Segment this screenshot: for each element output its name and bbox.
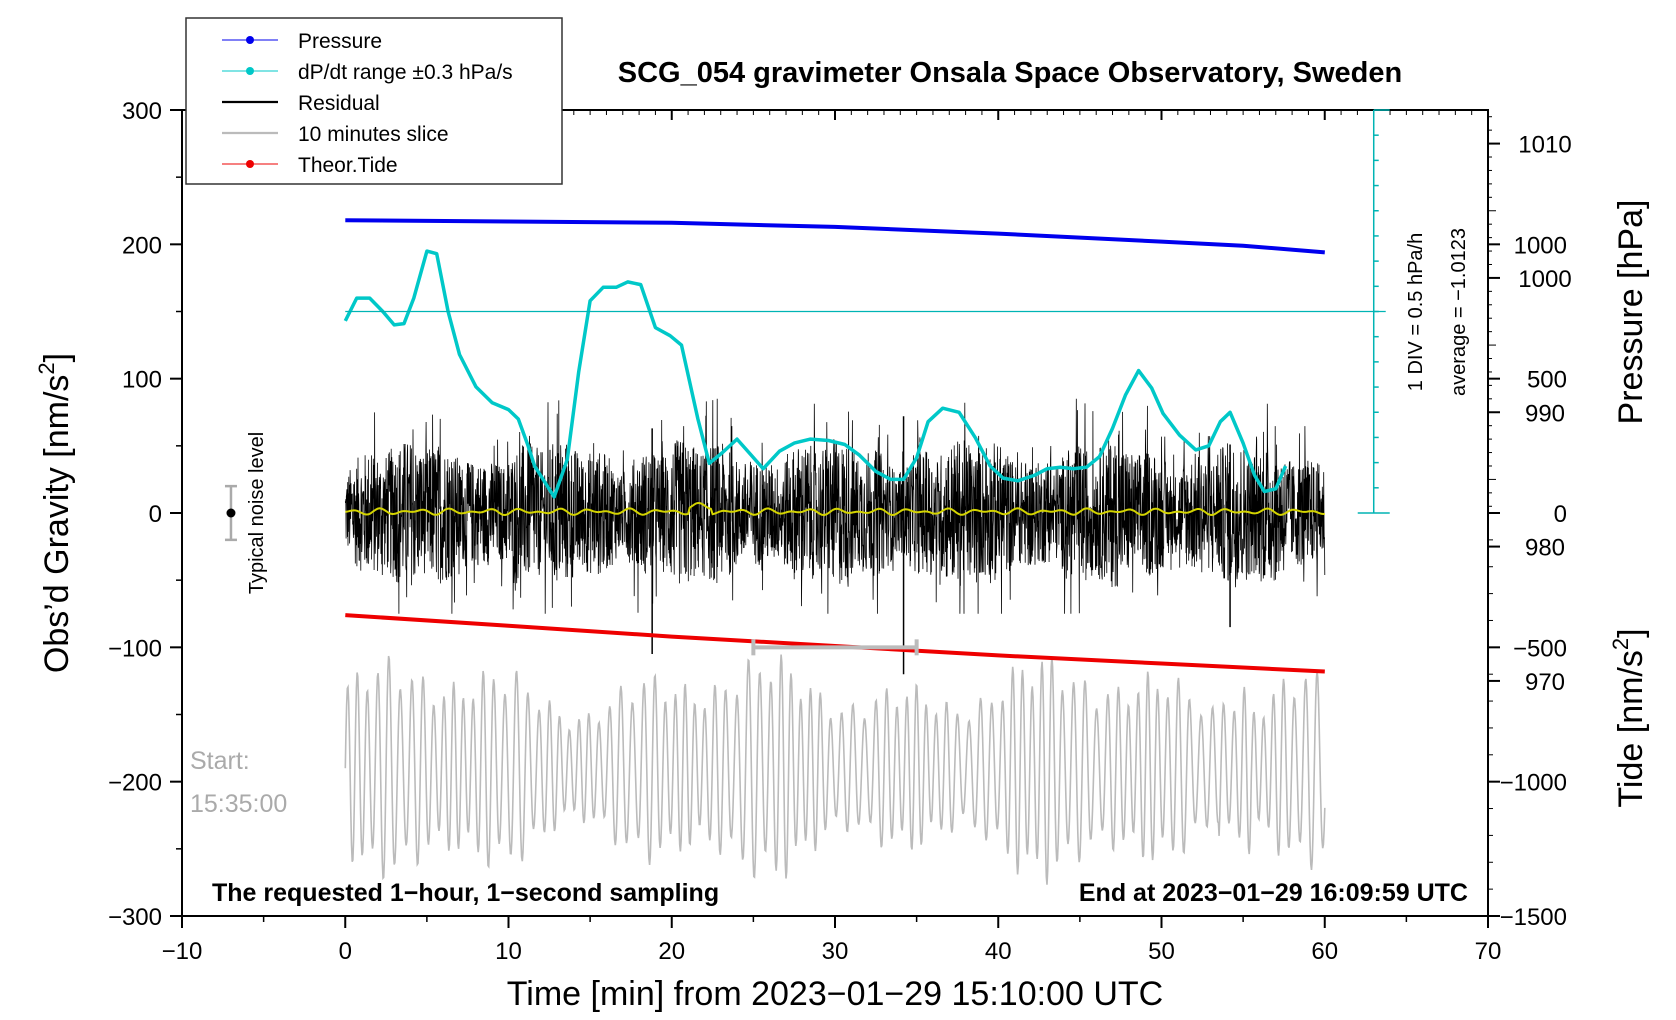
slice-layer: [344, 654, 1326, 885]
noise-level-dot: [226, 508, 236, 518]
tide-axis-title-sup: 2: [1608, 638, 1633, 650]
x-axis-title: Time [min] from 2023−01−29 15:10:00 UTC: [507, 975, 1163, 1013]
y-axis-title-left-sup: 2: [34, 362, 59, 374]
note-right: End at 2023−01−29 16:09:59 UTC: [1079, 879, 1468, 907]
slice-curve: [344, 654, 1326, 885]
start-label-line2: 15:35:00: [190, 790, 287, 818]
pressure-scale-avg-label: average = −1.0123: [1448, 228, 1470, 396]
pressure-tick-label: 1010: [1518, 132, 1571, 159]
chart-title: SCG_054 gravimeter Onsala Space Observat…: [618, 57, 1402, 89]
y-left-tick-label: −300: [108, 904, 162, 931]
tide-axis-title-main: Tide [nm/s: [1612, 650, 1650, 807]
note-left: The requested 1−hour, 1−second sampling: [212, 879, 719, 907]
residual-average-line: [345, 502, 1325, 517]
residual-layer: [344, 398, 1326, 675]
pressure-axis-title: Pressure [hPa]: [1612, 200, 1650, 425]
tide-tick-label: −1000: [1500, 770, 1567, 797]
pressure-tick-label: 970: [1525, 669, 1565, 696]
y-left-tick-label: −200: [108, 770, 162, 797]
legend-label: Pressure: [298, 30, 382, 53]
x-tick-label: 10: [495, 938, 522, 965]
legend-label: Theor.Tide: [298, 154, 398, 177]
legend-swatch-dot: [246, 67, 254, 75]
pressure-tick-label: 980: [1525, 535, 1565, 562]
tide-tick-label: 1000: [1514, 232, 1567, 259]
legend-label: 10 minutes slice: [298, 123, 449, 146]
noise-level-label: Typical noise level: [246, 432, 268, 594]
y-left-tick-label: 200: [122, 232, 162, 259]
tide-tick-label: −500: [1513, 635, 1567, 662]
pressure-scale-div-label: 1 DIV = 0.5 hPa/h: [1405, 233, 1427, 391]
x-tick-label: −10: [162, 938, 203, 965]
y-axis-title-left-main: Obs’d Gravity [nm/s: [38, 375, 76, 674]
y-left-tick-label: −100: [108, 635, 162, 662]
y-left-tick-label: 100: [122, 367, 162, 394]
tide-tick-label: 0: [1554, 501, 1567, 528]
dpdt-line: [343, 249, 1288, 499]
x-tick-label: 60: [1311, 938, 1338, 965]
y-axis-title-left: Obs’d Gravity [nm/s2]: [34, 353, 76, 673]
tide-line: [345, 613, 1325, 674]
tide-axis-title: Tide [nm/s2]: [1608, 628, 1650, 807]
legend-label: dP/dt range ±0.3 hPa/s: [298, 61, 513, 84]
x-tick-label: 30: [822, 938, 849, 965]
legend-swatch-dot: [246, 160, 254, 168]
start-label-line1: Start:: [190, 747, 250, 775]
axes-layer: −10 0 10 20 30 40 50 60 703002001000−100−200−300…: [108, 98, 1572, 965]
pressure-tick-label: 990: [1525, 400, 1565, 427]
legend: Pressure dP/dt range ±0.3 hPa/s Residual 10…: [185, 17, 563, 185]
tide-axis-title-close: ]: [1612, 628, 1650, 637]
x-tick-label: 50: [1148, 938, 1175, 965]
x-tick-label: 70: [1475, 938, 1502, 965]
x-tick-label: 40: [985, 938, 1012, 965]
y-left-tick-label: 300: [122, 98, 162, 125]
x-tick-label: 20: [658, 938, 685, 965]
tide-tick-label: 500: [1527, 367, 1567, 394]
pressure-line: [345, 218, 1325, 255]
x-tick-label: 0: [339, 938, 352, 965]
series-layer: [343, 218, 1325, 674]
legend-label: Residual: [298, 92, 380, 115]
pressure-tick-label: 1000: [1518, 266, 1571, 293]
y-left-tick-label: 0: [149, 501, 162, 528]
decor-layer: [224, 109, 1390, 656]
tide-tick-label: −1500: [1500, 904, 1567, 931]
legend-swatch-dot: [246, 36, 254, 44]
y-axis-title-left-close: ]: [38, 353, 76, 362]
